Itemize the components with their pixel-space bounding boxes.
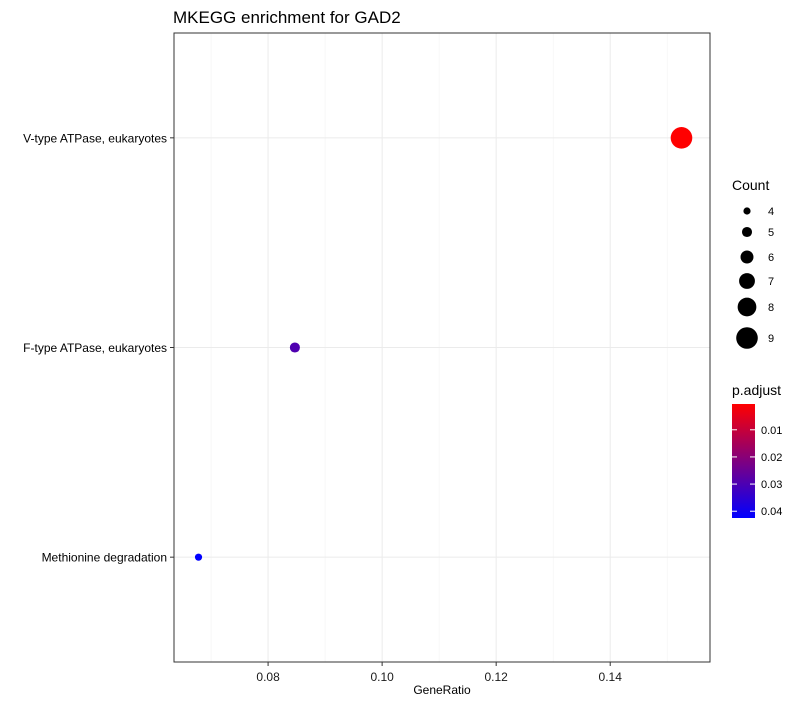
color-legend-label: 0.02 — [761, 452, 782, 464]
color-bar — [732, 404, 755, 518]
data-point — [194, 553, 203, 561]
x-tick-label: 0.14 — [599, 670, 623, 684]
size-legend-label: 8 — [768, 302, 774, 314]
color-legend-label: 0.04 — [761, 506, 782, 518]
points-layer — [194, 127, 693, 561]
size-legend-title: Count — [732, 177, 769, 193]
size-legend-label: 7 — [768, 276, 774, 288]
size-legend: Count 4 5 6 7 8 9 — [732, 177, 774, 349]
x-axis: 0.08 0.10 0.12 0.14 — [256, 662, 622, 684]
x-tick-label: 0.10 — [370, 670, 394, 684]
grid-layer — [174, 33, 710, 662]
size-legend-label: 5 — [768, 227, 774, 239]
size-legend-key — [736, 327, 758, 349]
size-legend-key — [737, 297, 757, 317]
data-point — [289, 342, 300, 353]
x-tick-label: 0.12 — [484, 670, 508, 684]
x-tick-label: 0.08 — [256, 670, 280, 684]
color-legend-title: p.adjust — [732, 382, 781, 398]
y-tick-label: F-type ATPase, eukaryotes — [23, 341, 167, 355]
size-legend-label: 9 — [768, 333, 774, 345]
size-legend-key — [739, 273, 755, 289]
size-legend-key — [740, 250, 754, 264]
color-legend-label: 0.01 — [761, 425, 782, 437]
x-axis-title: GeneRatio — [413, 683, 471, 697]
data-point — [670, 127, 693, 149]
chart-title: MKEGG enrichment for GAD2 — [173, 8, 401, 27]
size-legend-label: 4 — [768, 206, 774, 218]
size-legend-label: 6 — [768, 252, 774, 264]
y-tick-label: V-type ATPase, eukaryotes — [23, 131, 167, 145]
size-legend-key — [741, 226, 753, 238]
y-tick-label: Methionine degradation — [42, 551, 167, 565]
size-legend-key — [743, 207, 751, 215]
y-axis: V-type ATPase, eukaryotes F-type ATPase, … — [23, 131, 174, 565]
color-legend-label: 0.03 — [761, 479, 782, 491]
color-legend: p.adjust 0.01 0.02 0.03 0.04 — [732, 382, 782, 518]
